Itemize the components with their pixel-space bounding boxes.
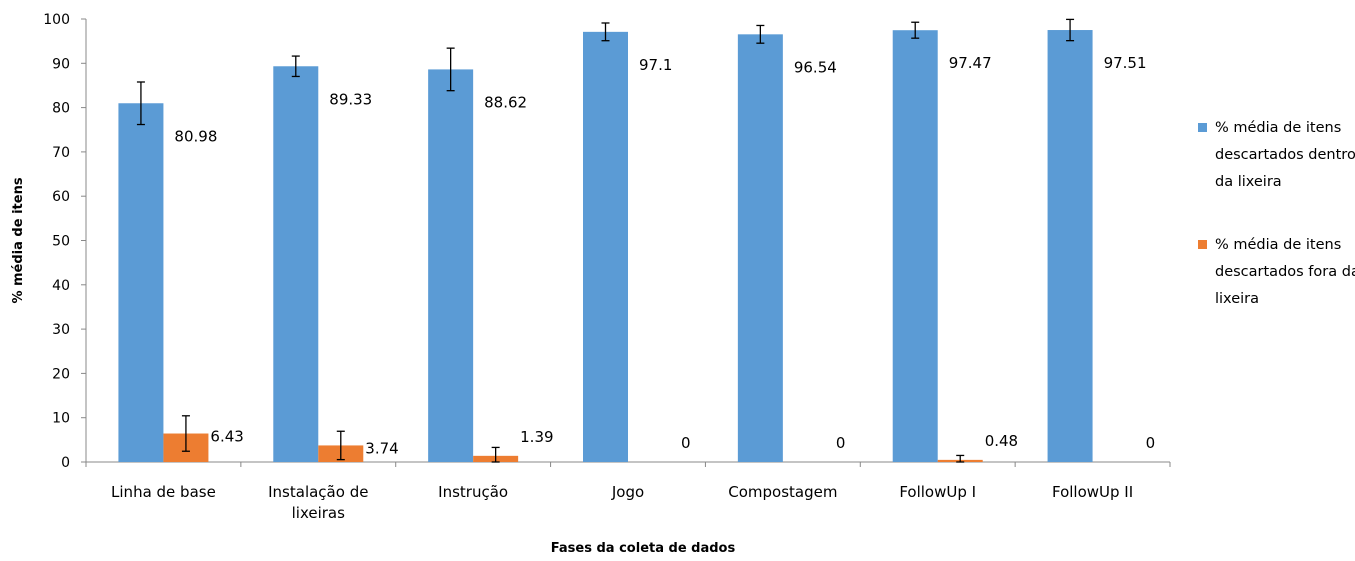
legend-label-line: % média de itens [1215, 120, 1341, 136]
y-tick-label: 30 [52, 322, 70, 338]
bar-series-0 [273, 66, 319, 462]
bar-series-0 [1047, 30, 1093, 462]
x-category-label-line: lixeiras [292, 504, 346, 522]
x-category-label-line: FollowUp II [1052, 483, 1133, 501]
y-tick-label: 20 [52, 366, 70, 382]
y-tick-label: 100 [43, 12, 70, 28]
y-tick-label: 40 [52, 278, 70, 294]
x-category-label: FollowUp II [1052, 483, 1133, 501]
y-tick-label: 90 [52, 56, 70, 72]
data-label-series-1: 6.43 [210, 428, 243, 446]
bar-series-0 [892, 30, 938, 463]
y-tick-label: 50 [52, 234, 70, 250]
legend-label-line: % média de itens [1215, 237, 1341, 253]
data-label-series-0: 89.33 [329, 90, 372, 108]
x-category-label: Compostagem [728, 483, 837, 501]
data-label-series-1: 0 [836, 434, 846, 452]
bar-series-0 [583, 31, 628, 463]
bar-series-0 [118, 103, 164, 462]
x-category-label: Linha de base [111, 483, 216, 501]
legend-label-line: descartados dentro [1215, 147, 1355, 163]
data-label-series-1: 1.39 [520, 428, 553, 446]
x-category-label-line: Compostagem [728, 483, 837, 501]
x-category-label-line: Instrução [438, 483, 508, 501]
y-tick-label: 70 [52, 145, 70, 161]
data-label-series-0: 88.62 [484, 93, 527, 111]
data-label-series-0: 96.54 [794, 58, 837, 76]
legend-label-line: da lixeira [1215, 174, 1282, 190]
data-label-series-1: 3.74 [365, 439, 398, 457]
x-category-label: Instrução [438, 483, 508, 501]
legend-label-line: descartados fora da [1215, 264, 1355, 280]
x-category-label: Instalação de lixeiras [268, 483, 368, 522]
x-category-label-line: FollowUp I [899, 483, 976, 501]
x-category-label: Jogo [611, 483, 644, 501]
legend-label-series-1: % média de itens descartados fora da lixei… [1215, 237, 1355, 307]
data-label-series-1: 0 [1146, 434, 1156, 452]
y-tick-label: 0 [61, 455, 70, 471]
y-axis-title: % média de itens [11, 177, 26, 303]
y-tick-label: 10 [52, 411, 70, 427]
x-axis-title: Fases da coleta de dados [551, 541, 736, 556]
legend-swatch-series-0 [1198, 123, 1207, 132]
y-tick-label: 60 [52, 189, 70, 205]
bar-series-0 [428, 69, 474, 463]
data-label-series-1: 0 [681, 434, 691, 452]
x-category-label-line: Jogo [611, 483, 644, 501]
data-label-series-0: 80.98 [174, 127, 217, 145]
y-tick-label: 80 [52, 101, 70, 117]
data-label-series-0: 97.1 [639, 56, 672, 74]
x-category-label: FollowUp I [899, 483, 976, 501]
legend-label-line: lixeira [1215, 291, 1259, 307]
x-category-label-line: Linha de base [111, 483, 216, 501]
legend-label-series-0: % média de itens descartados dentro da lix… [1215, 120, 1355, 190]
data-label-series-0: 97.51 [1104, 54, 1147, 72]
x-category-label-line: Instalação de [268, 483, 368, 501]
legend-swatch-series-1 [1198, 240, 1207, 249]
data-label-series-0: 97.47 [949, 54, 992, 72]
bar-series-0 [737, 34, 783, 463]
data-label-series-1: 0.48 [985, 432, 1018, 450]
